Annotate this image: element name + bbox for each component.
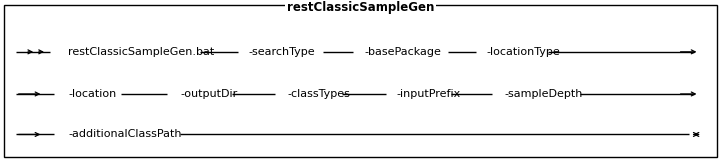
Text: -sampleDepth: -sampleDepth	[505, 89, 583, 99]
Text: restClassicSampleGen: restClassicSampleGen	[287, 1, 434, 14]
Text: -classTypes: -classTypes	[287, 89, 350, 99]
Text: -inputPrefix: -inputPrefix	[397, 89, 461, 99]
Text: restClassicSampleGen.bat: restClassicSampleGen.bat	[68, 47, 215, 57]
Text: -locationType: -locationType	[487, 47, 560, 57]
Text: -outputDir: -outputDir	[180, 89, 237, 99]
Text: -location: -location	[68, 89, 117, 99]
Text: -basePackage: -basePackage	[364, 47, 441, 57]
Text: -additionalClassPath: -additionalClassPath	[68, 129, 182, 139]
Text: -searchType: -searchType	[249, 47, 315, 57]
